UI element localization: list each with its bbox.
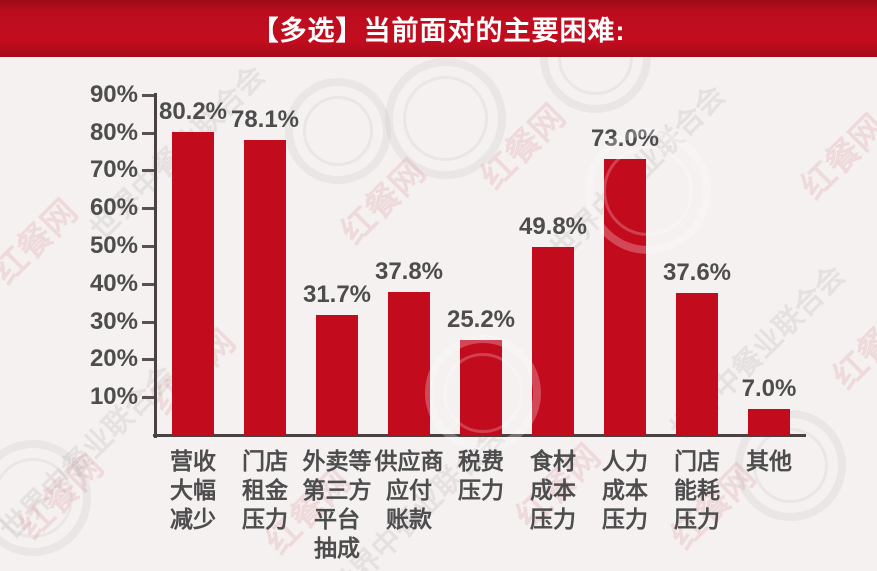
x-axis-category-line: 租金 (242, 477, 288, 503)
x-axis-category-line: 人力 (602, 448, 648, 474)
y-axis-tick-label: 60% (89, 194, 138, 222)
x-axis-category-line: 应付 (386, 477, 432, 503)
bar (676, 293, 718, 435)
bar (388, 292, 430, 435)
bar-value-label: 78.1% (230, 106, 300, 133)
bar (748, 409, 790, 435)
x-axis-category-line: 能耗 (674, 477, 720, 503)
y-axis-tick-label: 30% (89, 307, 138, 335)
x-axis-category-label: 外卖等第三方平台抽成 (301, 447, 373, 563)
y-axis-tick (142, 396, 154, 400)
x-axis-category-label: 食材 成本 压力 (517, 447, 589, 534)
bar (316, 315, 358, 435)
bar-value-label: 31.7% (302, 281, 372, 308)
bar (604, 159, 646, 435)
bar-value-label: 25.2% (446, 306, 516, 333)
bar-value-label: 37.6% (662, 259, 732, 286)
y-axis-tick (142, 207, 154, 211)
y-axis-tick-label: 70% (89, 156, 138, 184)
x-axis-category-line: 压力 (242, 506, 288, 532)
y-axis-tick (142, 320, 154, 324)
x-axis-category-line: 其他 (746, 448, 792, 474)
y-axis-tick (142, 245, 154, 248)
x-axis-category-line: 减少 (170, 506, 216, 532)
chart-title: 【多选】当前面对的主要困难: (251, 16, 626, 46)
y-axis-tick-label: 20% (89, 345, 138, 373)
x-axis-line (153, 434, 806, 437)
y-axis-tick (142, 358, 154, 362)
y-axis-tick-label: 80% (89, 118, 138, 146)
y-axis-tick-label: 40% (89, 269, 138, 297)
x-axis-category-line: 第三方 (302, 477, 372, 503)
x-axis-category-line: 压力 (674, 506, 720, 532)
bar-value-label: 73.0% (590, 125, 660, 152)
x-axis-category-label: 门店 能耗 压力 (661, 447, 733, 534)
x-axis-category-line: 门店 (242, 448, 288, 474)
x-axis-category-line: 营收 (170, 448, 216, 474)
y-axis-tick-label: 10% (89, 383, 138, 411)
bar-value-label: 80.2% (158, 98, 228, 125)
y-axis-tick (142, 282, 154, 286)
bar (244, 140, 286, 435)
x-axis-category-label: 供应商 应付 账款 (373, 447, 445, 534)
x-axis-category-line: 压力 (530, 506, 576, 532)
y-axis-tick (142, 131, 154, 135)
bar-value-label: 37.8% (374, 258, 444, 285)
x-axis-category-line: 外卖等 (302, 448, 372, 474)
y-axis-tick (142, 93, 154, 97)
x-axis-category-line: 压力 (458, 477, 504, 503)
x-axis-category-line: 账款 (386, 506, 432, 532)
x-axis-category-label: 门店 租金 压力 (229, 447, 301, 534)
x-axis-category-line: 大幅 (170, 477, 216, 503)
x-axis-category-label: 营收 大幅 减少 (157, 447, 229, 534)
x-axis-category-line: 抽成 (314, 535, 360, 561)
x-axis-category-line: 食材 (530, 448, 576, 474)
title-banner: 【多选】当前面对的主要困难: (0, 0, 877, 57)
bar-value-label: 49.8% (518, 213, 588, 240)
y-axis-tick-label: 50% (89, 232, 138, 259)
x-axis-category-line: 压力 (602, 506, 648, 532)
y-axis-line (154, 93, 157, 438)
y-axis-tick (142, 169, 154, 173)
bar (172, 132, 214, 435)
x-axis-category-line: 供应商 (374, 448, 444, 474)
x-axis-category-line: 门店 (674, 448, 720, 474)
bar (460, 340, 502, 435)
x-axis-category-label: 人力 成本 压力 (589, 447, 661, 534)
x-axis-category-line: 税费 (458, 448, 504, 474)
x-axis-category-label: 税费 压力 (445, 447, 517, 505)
x-axis-category-line: 成本 (602, 477, 648, 503)
x-axis-category-label: 其他 (733, 447, 805, 476)
y-axis-tick-label: 90% (89, 80, 138, 108)
bar-value-label: 7.0% (741, 375, 797, 402)
x-axis-category-line: 平台 (314, 506, 360, 532)
bar (532, 247, 574, 435)
x-axis-category-line: 成本 (530, 477, 576, 503)
